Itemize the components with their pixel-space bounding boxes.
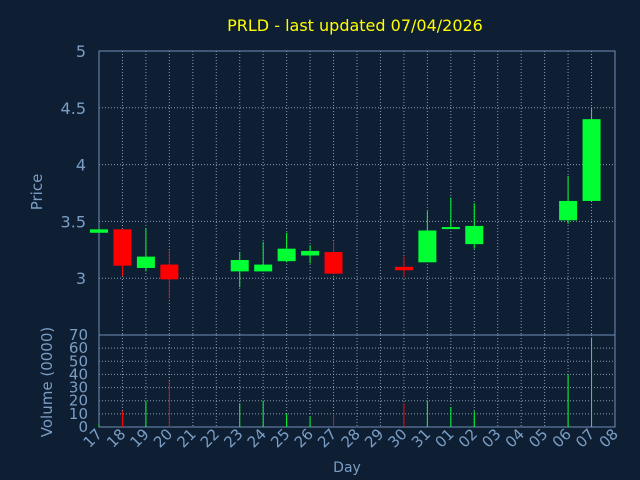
candle-20 [160, 249, 179, 299]
price-panel: 3 3.5 4 4.5 5 [61, 42, 616, 336]
candle-19 [136, 228, 155, 272]
candle-body [394, 266, 413, 271]
volume-tick-label: 0 [78, 418, 88, 436]
candle-body [90, 229, 108, 233]
volume-tick-label: 20 [69, 392, 88, 410]
price-tick-label: 3 [76, 269, 86, 288]
volume-tick-label: 10 [69, 405, 88, 423]
candle-body [441, 227, 460, 230]
volume-axis-label: Volume (0000) [38, 327, 56, 437]
volume-frame [98, 334, 616, 428]
candle-body [301, 250, 320, 256]
x-axis-label: Day [333, 460, 361, 476]
candle-18 [113, 229, 132, 276]
volume-tick-label: 30 [69, 379, 88, 397]
candle-body [277, 248, 296, 262]
candle-body [160, 264, 179, 280]
chart-title: PRLD - last updated 07/04/2026 [227, 16, 483, 35]
candle-26 [301, 245, 320, 264]
candle-body [324, 252, 343, 274]
candle-27 [324, 241, 343, 274]
volume-tick-label: 70 [69, 326, 88, 344]
price-tick-label: 4.5 [61, 99, 86, 118]
volume-tick-label: 40 [69, 365, 88, 383]
candle-body [418, 230, 437, 263]
candle-body [559, 200, 578, 221]
candle-25 [277, 232, 296, 263]
candle-06 [559, 175, 578, 224]
candle-body [136, 256, 155, 268]
price-tick-label: 4 [76, 156, 86, 175]
candle-02 [465, 203, 484, 249]
price-axis-label: Price [28, 174, 46, 211]
candle-23 [230, 252, 249, 288]
candle-07 [582, 107, 601, 201]
candle-body [230, 260, 249, 272]
candle-31 [418, 211, 437, 263]
candle-body [254, 264, 273, 272]
candle-30 [394, 256, 413, 278]
candle-17 [90, 228, 108, 233]
price-tick-label: 3.5 [61, 212, 86, 231]
candle-24 [254, 241, 273, 272]
volume-tick-label: 60 [69, 339, 88, 357]
candle-body [113, 229, 132, 266]
candle-body [465, 225, 484, 245]
volume-tick-label: 50 [69, 352, 88, 370]
candle-01 [441, 197, 460, 230]
candle-body [582, 119, 601, 201]
price-tick-label: 5 [76, 42, 86, 61]
